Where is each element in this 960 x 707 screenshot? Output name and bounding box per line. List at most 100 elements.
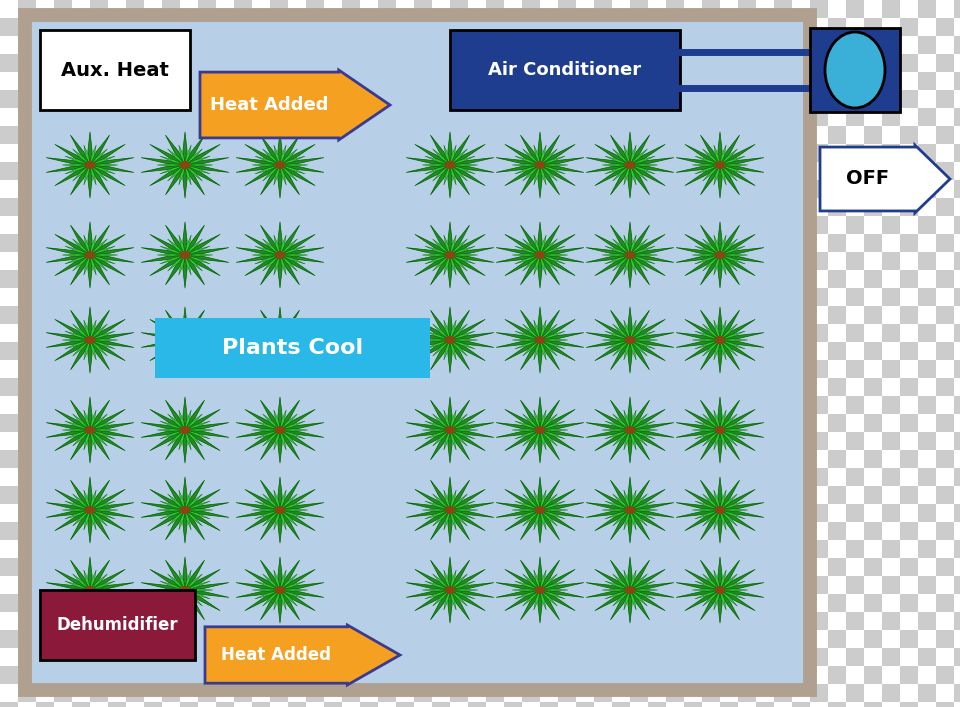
Polygon shape [70,255,90,285]
Circle shape [276,337,284,344]
Polygon shape [280,590,286,610]
FancyBboxPatch shape [414,396,432,414]
FancyBboxPatch shape [810,450,828,468]
FancyBboxPatch shape [738,630,756,648]
Circle shape [715,252,725,258]
Polygon shape [602,589,630,591]
FancyBboxPatch shape [72,306,90,324]
Polygon shape [522,239,540,255]
Polygon shape [185,149,203,165]
FancyBboxPatch shape [558,540,576,558]
Polygon shape [84,490,90,510]
Polygon shape [280,480,300,510]
Polygon shape [185,590,210,599]
FancyBboxPatch shape [810,540,828,558]
FancyBboxPatch shape [936,126,954,144]
FancyBboxPatch shape [540,378,558,396]
Polygon shape [141,590,185,597]
FancyBboxPatch shape [756,90,774,108]
FancyBboxPatch shape [450,54,468,72]
FancyBboxPatch shape [648,630,666,648]
Circle shape [180,507,189,513]
FancyBboxPatch shape [738,0,756,18]
FancyBboxPatch shape [522,612,540,630]
Polygon shape [540,590,546,610]
FancyBboxPatch shape [108,126,126,144]
FancyBboxPatch shape [828,576,846,594]
Polygon shape [692,254,720,256]
FancyBboxPatch shape [882,180,900,198]
Polygon shape [90,340,133,347]
FancyBboxPatch shape [864,108,882,126]
Polygon shape [274,235,280,255]
FancyBboxPatch shape [486,594,504,612]
FancyBboxPatch shape [324,486,342,504]
Polygon shape [185,510,228,518]
FancyBboxPatch shape [126,54,144,72]
FancyBboxPatch shape [360,648,378,666]
FancyBboxPatch shape [306,72,324,90]
FancyBboxPatch shape [774,414,792,432]
FancyBboxPatch shape [558,18,576,36]
FancyBboxPatch shape [288,18,306,36]
FancyBboxPatch shape [342,522,360,540]
FancyBboxPatch shape [306,414,324,432]
FancyBboxPatch shape [180,342,198,360]
FancyBboxPatch shape [144,540,162,558]
FancyBboxPatch shape [756,36,774,54]
FancyBboxPatch shape [342,108,360,126]
FancyBboxPatch shape [378,450,396,468]
FancyBboxPatch shape [882,0,900,18]
Polygon shape [587,332,630,340]
FancyBboxPatch shape [162,522,180,540]
FancyBboxPatch shape [810,0,828,18]
FancyBboxPatch shape [54,504,72,522]
Polygon shape [185,430,204,460]
Polygon shape [695,590,720,599]
FancyBboxPatch shape [450,612,468,630]
FancyBboxPatch shape [324,342,342,360]
FancyBboxPatch shape [864,360,882,378]
FancyBboxPatch shape [90,558,108,576]
FancyBboxPatch shape [396,180,414,198]
FancyBboxPatch shape [648,450,666,468]
FancyBboxPatch shape [612,576,630,594]
FancyBboxPatch shape [558,504,576,522]
FancyBboxPatch shape [540,180,558,198]
Polygon shape [515,590,540,599]
Circle shape [536,587,544,593]
Polygon shape [540,165,575,186]
FancyBboxPatch shape [864,558,882,576]
FancyBboxPatch shape [702,414,720,432]
FancyBboxPatch shape [72,360,90,378]
FancyBboxPatch shape [270,180,288,198]
FancyBboxPatch shape [252,414,270,432]
FancyBboxPatch shape [504,216,522,234]
FancyBboxPatch shape [846,270,864,288]
FancyBboxPatch shape [18,396,36,414]
FancyBboxPatch shape [378,684,396,702]
Polygon shape [587,165,630,173]
FancyBboxPatch shape [90,216,108,234]
Polygon shape [55,255,90,276]
Polygon shape [430,480,450,510]
Polygon shape [630,590,665,611]
FancyBboxPatch shape [414,432,432,450]
Polygon shape [90,583,133,590]
FancyBboxPatch shape [810,396,828,414]
FancyBboxPatch shape [684,162,702,180]
Polygon shape [720,144,756,165]
FancyBboxPatch shape [900,90,918,108]
FancyBboxPatch shape [756,594,774,612]
Polygon shape [168,255,185,271]
FancyBboxPatch shape [288,414,306,432]
FancyBboxPatch shape [936,360,954,378]
Polygon shape [280,255,298,271]
FancyBboxPatch shape [378,504,396,522]
Polygon shape [612,324,630,340]
Polygon shape [587,247,630,255]
Polygon shape [720,510,726,530]
FancyBboxPatch shape [738,540,756,558]
Polygon shape [406,583,450,590]
FancyBboxPatch shape [288,522,306,540]
